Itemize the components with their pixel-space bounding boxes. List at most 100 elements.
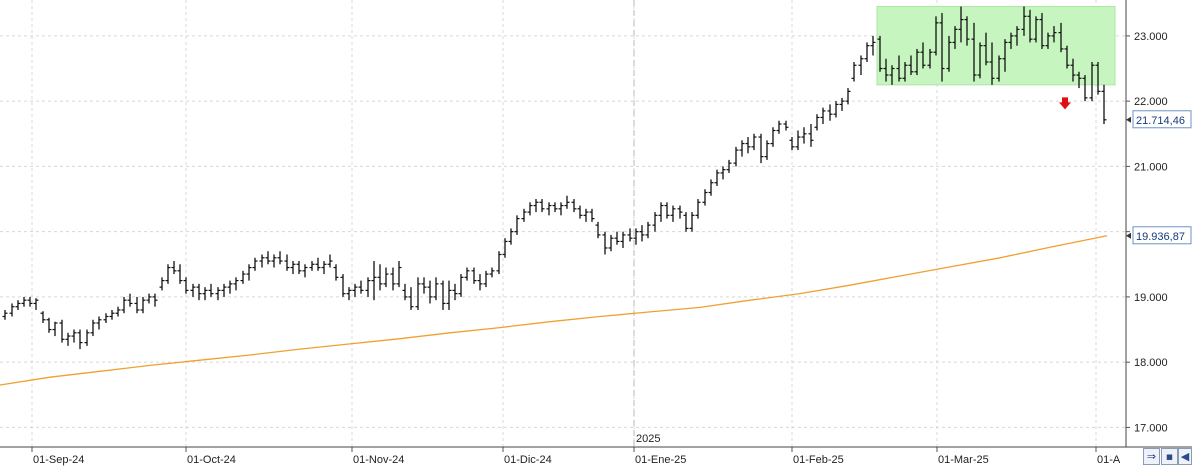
ohlc-bar (208, 283, 214, 297)
ohlc-bar (677, 205, 683, 219)
ohlc-bar (595, 221, 601, 239)
ohlc-bar (539, 199, 545, 213)
ohlc-bar (40, 311, 46, 324)
ohlc-bar (764, 140, 770, 160)
sell-signal-arrow-icon (1059, 97, 1071, 110)
ohlc-bar (277, 251, 283, 265)
ohlc-bar (983, 32, 989, 66)
ohlc-bar (433, 277, 439, 301)
ohlc-bar (190, 283, 196, 297)
ohlc-bar (695, 199, 701, 219)
ohlc-bar (246, 264, 252, 281)
ohlc-bar (1070, 58, 1076, 82)
ohlc-bar (521, 208, 527, 222)
ohlc-bar (1101, 84, 1107, 124)
y-tick-label: 19.000 (1134, 292, 1168, 304)
moving-average-tag-box (1132, 226, 1192, 245)
ohlc-bar (1021, 6, 1027, 36)
last-price-tag-pointer (1126, 116, 1131, 123)
ohlc-bar (15, 300, 21, 310)
ohlc-bar (152, 293, 158, 307)
ohlc-bar (65, 332, 71, 346)
ohlc-bar (514, 215, 520, 235)
ohlc-bar (664, 202, 670, 219)
x-tick-label: 01-Dic-24 (504, 454, 552, 466)
ohlc-bar (620, 231, 626, 248)
y-tick-label: 21.000 (1134, 161, 1168, 173)
ohlc-bar (383, 267, 389, 288)
ohlc-bar (77, 329, 83, 350)
ohlc-bar (589, 208, 595, 222)
ohlc-bar (883, 58, 889, 82)
y-tick-label: 22.000 (1134, 96, 1168, 108)
ohlc-bar (527, 202, 533, 216)
ohlc-bar (121, 296, 127, 314)
ohlc-bar (415, 277, 421, 310)
ohlc-bar (758, 133, 764, 164)
ohlc-bar (652, 212, 658, 232)
ohlc-bar (839, 97, 845, 111)
ohlc-bar (1027, 9, 1033, 43)
ohlc-bar (1064, 45, 1070, 69)
ohlc-bar (708, 179, 714, 196)
ohlc-bar (9, 303, 15, 317)
ohlc-bar (134, 296, 140, 314)
ohlc-bar (21, 296, 27, 307)
ohlc-bar (1002, 39, 1008, 72)
ohlc-bar (265, 251, 271, 265)
ohlc-bar (346, 287, 352, 301)
ohlc-bar (751, 133, 757, 151)
ohlc-bar (377, 264, 383, 291)
moving-average-tag-pointer (1126, 232, 1131, 239)
ohlc-bar (801, 127, 807, 144)
ohlc-bar (421, 277, 427, 294)
ohlc-bar (1039, 13, 1045, 49)
ohlc-bar (908, 55, 914, 76)
ohlc-bar (745, 137, 751, 154)
scroll-right-icon[interactable]: ⇒ (1143, 448, 1160, 465)
ohlc-bar (440, 280, 446, 310)
save-icon[interactable]: ▪ (1161, 448, 1178, 465)
ohlc-bar (371, 261, 377, 301)
ohlc-bar (933, 16, 939, 56)
ohlc-bar (489, 267, 495, 278)
ohlc-bar (733, 146, 739, 167)
ohlc-bar (1082, 75, 1088, 102)
ohlc-bar (446, 280, 452, 310)
ohlc-bar (546, 202, 552, 216)
ohlc-bar (658, 202, 664, 222)
ohlc-bar (783, 120, 789, 131)
ohlc-bar (776, 120, 782, 134)
last-price-tag-box (1132, 110, 1192, 129)
ohlc-bar (996, 55, 1002, 82)
ohlc-bar (146, 293, 152, 304)
ohlc-bar (1051, 26, 1057, 43)
ohlc-bar (689, 212, 695, 232)
ohlc-bar (958, 6, 964, 43)
ohlc-bar (577, 205, 583, 219)
ohlc-bar (670, 205, 676, 222)
ohlc-bar (109, 309, 115, 320)
ohlc-bar (365, 277, 371, 297)
ohlc-bar (321, 261, 327, 275)
ohlc-bar (215, 287, 221, 301)
ohlc-bar (196, 283, 202, 301)
ohlc-bar (240, 270, 246, 284)
ohlc-bar (408, 287, 414, 310)
ohlc-bar (227, 280, 233, 294)
ohlc-bar (1089, 61, 1095, 102)
ohlc-bar (1014, 26, 1020, 46)
ohlc-bar (795, 130, 801, 151)
ohlc-bar (820, 107, 826, 124)
ohlc-bar (52, 321, 58, 337)
ohlc-bar (71, 329, 77, 343)
ohlc-bar (614, 231, 620, 245)
ohlc-bar (496, 251, 502, 275)
ohlc-bar (259, 254, 265, 268)
ohlc-bar (726, 159, 732, 173)
scroll-left-icon[interactable]: ◀ (1178, 448, 1192, 465)
x-tick-label: 01-Sep-24 (33, 454, 84, 466)
ohlc-bar (140, 296, 146, 314)
